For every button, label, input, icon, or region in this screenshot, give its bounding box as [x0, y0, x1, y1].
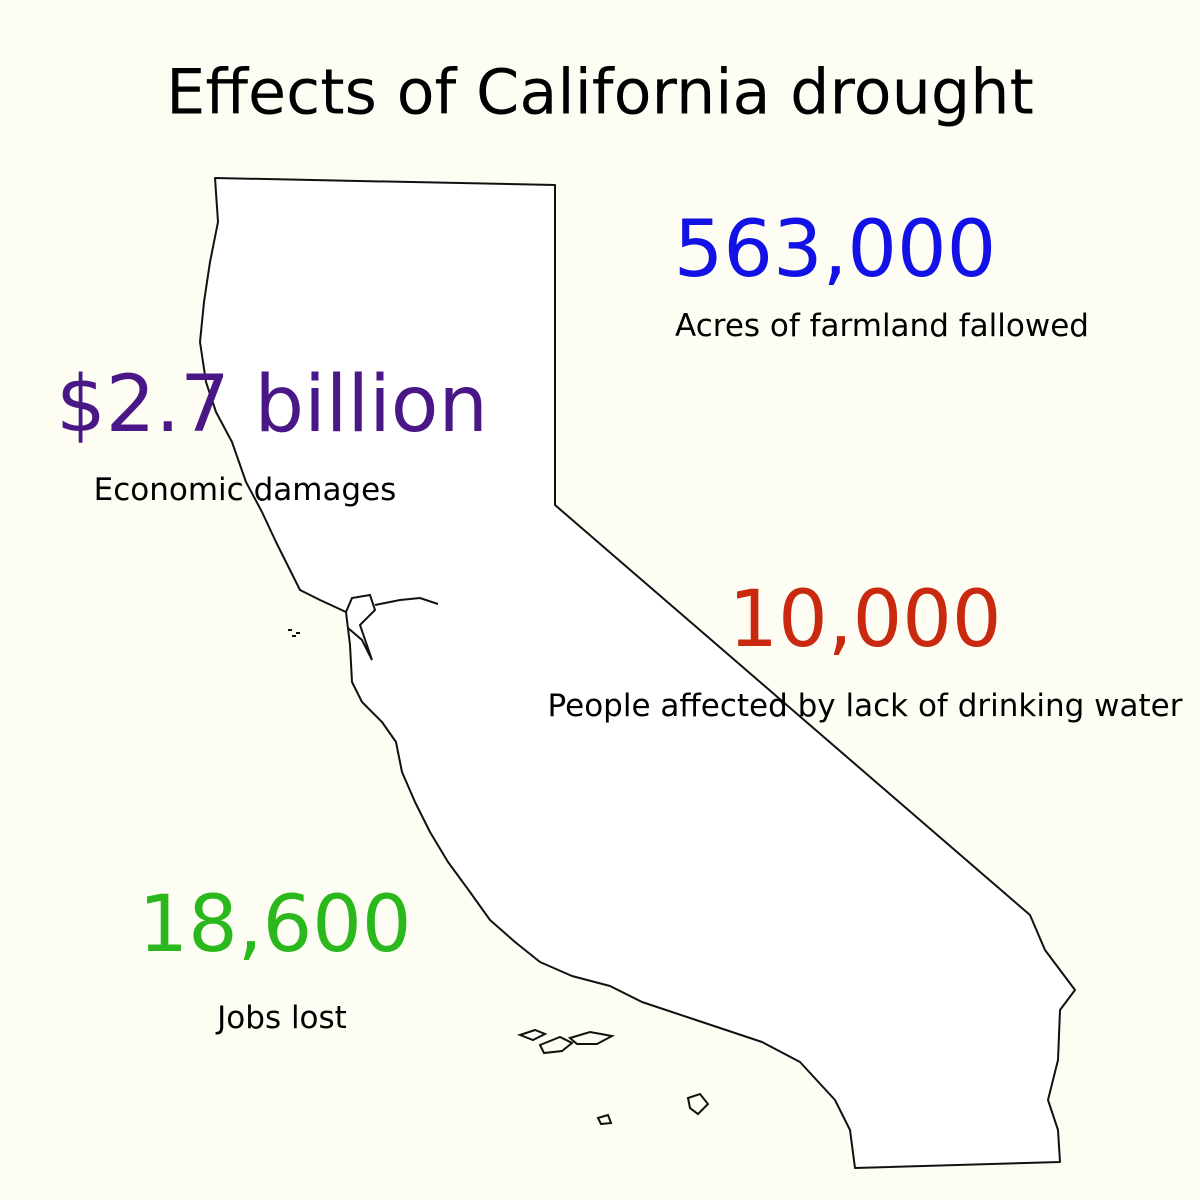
stat-value: 10,000 — [728, 575, 1002, 665]
stat-label: Economic damages — [93, 472, 397, 508]
bay — [345, 593, 439, 661]
stat-label: People affected by lack of drinking wate… — [547, 688, 1183, 724]
title: Effects of California drought — [166, 55, 1034, 129]
stat-label: Jobs lost — [217, 1000, 347, 1036]
stat-label: Acres of farmland fallowed — [675, 308, 1089, 344]
islands — [288, 629, 710, 1126]
stat-value: 563,000 — [673, 205, 997, 295]
stat-value: $2.7 billion — [56, 360, 488, 450]
stat-value: 18,600 — [138, 880, 412, 970]
state-outline — [199, 177, 1076, 1169]
